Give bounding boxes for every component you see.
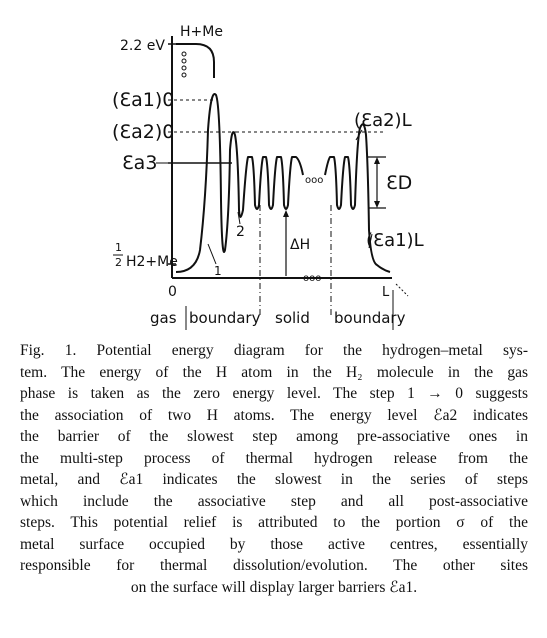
label-step1: 1 (214, 264, 222, 278)
label-origin: 0 (168, 284, 177, 300)
region-boundary-1: boundary (189, 309, 261, 327)
caption-line: phase is taken as the zero energy level.… (20, 385, 528, 402)
caption-line: metal surface occupied by those active c… (20, 535, 528, 553)
solid-dots: ooo (305, 175, 323, 186)
caption-line: Fig. 1. Potential energy diagram for the… (20, 342, 528, 359)
label-ea2-0: (Ɛa2)0 (112, 121, 174, 143)
label-ea1-L: (Ɛa1)L (366, 230, 424, 251)
caption-line: the barrier of the slowest step among pr… (20, 428, 528, 445)
region-gas: gas (150, 309, 177, 327)
label-ea2-L: (Ɛa2)L (354, 110, 412, 131)
label-ea1-0: (Ɛa1)0 (112, 89, 174, 111)
region-boundary-2: boundary (334, 309, 406, 327)
label-step2: 2 (236, 224, 245, 240)
label-end: L (382, 285, 390, 300)
dh-arrow-head (283, 210, 289, 217)
label-h2me: H2+Me (126, 254, 178, 270)
dissociation-circles (181, 51, 187, 78)
label-top-energy: 2.2 eV (120, 38, 165, 54)
caption-line: responsible for thermal dissolution/evol… (20, 557, 528, 574)
label-ed: ƐD (386, 172, 412, 194)
caption-line: which include the associative step and a… (20, 492, 528, 510)
ea1L-pointer (368, 233, 373, 249)
caption-line: metal, and ℰa1 indicates the slowest in … (20, 471, 528, 488)
ed-arrow-head-down (374, 201, 380, 208)
diagonal-mark (395, 283, 409, 297)
potential-energy-diagram: ooo ooo 2.2 eV H+Me (Ɛa1)0 (Ɛa2)0 Ɛa3 (Ɛ… (112, 24, 424, 330)
label-half-den: 2 (115, 256, 122, 269)
label-half-num: 1 (115, 241, 122, 254)
step2-pointer (237, 211, 241, 225)
caption-line: tem. The energy of the H atom in the H₂ … (20, 363, 528, 381)
step1-pointer (207, 243, 217, 265)
h-me-curve (176, 43, 215, 78)
potential-curve (175, 93, 391, 273)
caption-line: on the surface will display larger barri… (130, 578, 418, 596)
label-top-state: H+Me (180, 24, 223, 40)
ed-arrow-head-up (374, 157, 380, 164)
bottom-dots: ooo (303, 273, 321, 284)
label-ea3: Ɛa3 (122, 152, 157, 174)
caption-line: the association of two H atoms. The ener… (20, 406, 528, 424)
caption-line: the multi-step process of thermal hydrog… (20, 449, 528, 467)
ea2L-pointer (355, 129, 363, 141)
caption-line: steps. This potential relief is attribut… (20, 514, 528, 531)
region-solid: solid (275, 309, 310, 327)
label-dh: ΔH (290, 237, 310, 253)
figure-caption: Fig. 1. Potential energy diagram for the… (20, 340, 528, 598)
